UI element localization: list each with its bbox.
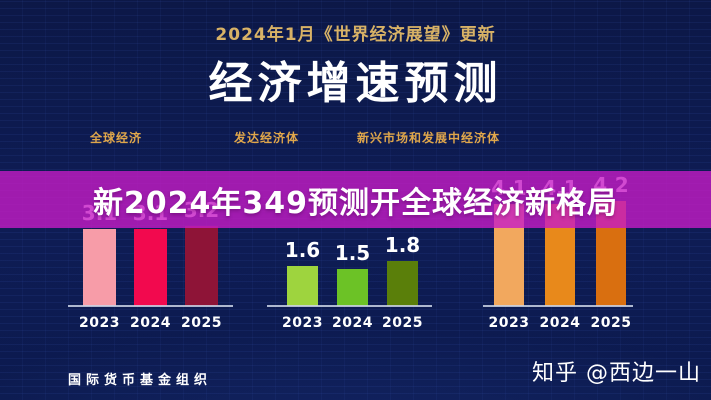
bar-global-2024 xyxy=(134,228,167,306)
headline-banner: 新2024年349预测开全球经济新格局 xyxy=(0,171,711,228)
value-label-advanced-2024: 1.5 xyxy=(334,240,371,265)
bar-global-2025 xyxy=(185,226,218,306)
headline-text: 新2024年349预测开全球经济新格局 xyxy=(92,185,619,221)
year-label-global-2024: 2024 xyxy=(130,315,171,331)
series-header-global-economy: 全球经济 xyxy=(90,131,143,145)
value-label-advanced-2023: 1.6 xyxy=(284,238,321,262)
year-label-global-2025: 2025 xyxy=(181,315,222,331)
series-header-emerging-economies: 新兴市场和发展中经济体 xyxy=(357,131,501,145)
year-label-advanced-2024: 2024 xyxy=(332,315,373,331)
year-label-advanced-2023: 2023 xyxy=(282,315,323,331)
year-label-advanced-2025: 2025 xyxy=(382,315,423,331)
series-header-advanced-economies: 发达经济体 xyxy=(234,131,300,145)
year-label-emerging-2025: 2025 xyxy=(590,315,632,331)
year-label-global-2023: 2023 xyxy=(79,315,120,331)
source-label: 国际货币基金组织 xyxy=(68,373,213,388)
year-label-emerging-2023: 2023 xyxy=(488,315,530,331)
value-label-advanced-2025: 1.8 xyxy=(384,233,421,257)
bar-advanced-2023 xyxy=(287,266,318,306)
bar-advanced-2025 xyxy=(387,261,418,306)
year-label-emerging-2024: 2024 xyxy=(539,315,581,331)
author-credit: 知乎 @西边一山 xyxy=(532,361,701,386)
bar-advanced-2024 xyxy=(337,268,368,306)
bar-global-2023 xyxy=(83,228,116,306)
bar-chart-advanced: 1.6 2023 1.5 2024 1.8 2025 xyxy=(267,176,432,331)
report-subtitle: 2024年1月《世界经济展望》更新 xyxy=(215,25,496,45)
page-title: 经济增速预测 xyxy=(208,58,503,109)
